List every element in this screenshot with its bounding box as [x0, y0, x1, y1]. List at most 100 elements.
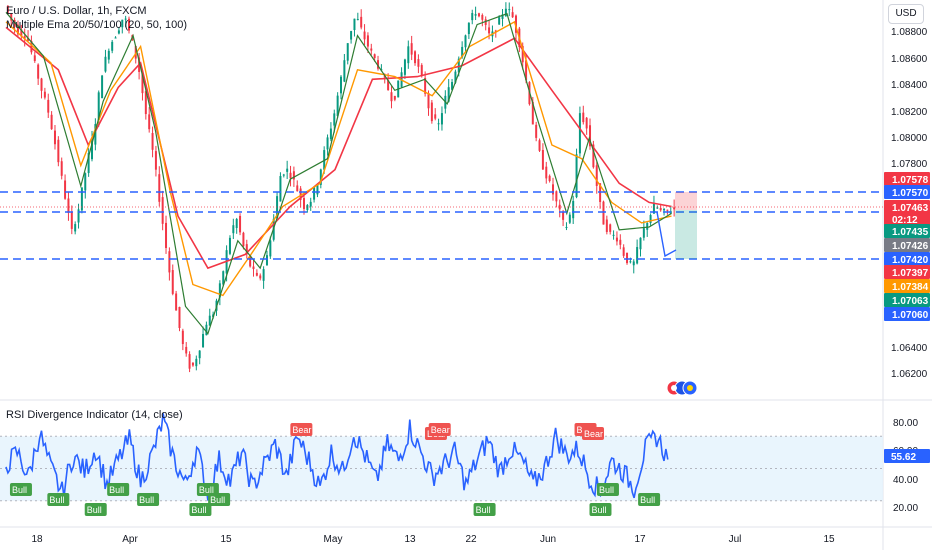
candle-body [232, 225, 235, 234]
rsi-tick-label: 80.00 [893, 418, 918, 429]
price-label-text: 1.07060 [892, 310, 929, 321]
candle-body [636, 247, 639, 264]
candle-body [632, 261, 635, 266]
candle-body [501, 14, 504, 19]
rsi-current-badge [884, 449, 930, 463]
price-tick-label: 1.06400 [891, 343, 928, 354]
bull-label-text: Bull [109, 485, 124, 495]
candle-body [286, 168, 289, 172]
candle-body [77, 209, 80, 223]
rsi-legend[interactable]: RSI Divergence Indicator (14, close) [6, 409, 187, 421]
candle-body [154, 151, 157, 170]
candle-body [50, 114, 53, 130]
candle-body [53, 130, 56, 145]
candle-body [148, 114, 151, 130]
candle-body [276, 196, 279, 219]
rsi-tick-label: 40.00 [893, 475, 918, 486]
candle-body [161, 197, 164, 224]
candle-body [568, 214, 571, 223]
candle-body [37, 64, 40, 79]
candle-body [498, 17, 501, 25]
candle-body [393, 95, 396, 100]
candle-body [262, 269, 265, 281]
candle-body [134, 45, 137, 59]
bull-label-text: Bull [199, 485, 214, 495]
candle-body [107, 50, 110, 60]
candle-body [289, 172, 292, 179]
candle-body [208, 315, 211, 326]
bull-label-badge [196, 483, 219, 496]
candle-body [242, 232, 245, 247]
take-profit-zone [675, 210, 697, 259]
time-tick-label: 18 [31, 534, 43, 545]
candle-body [292, 171, 295, 180]
candle-body [178, 306, 181, 328]
candle-body [168, 251, 171, 273]
candle-body [403, 59, 406, 75]
price-label-badge [884, 200, 930, 214]
candle-body [363, 31, 366, 40]
price-label-text: 1.07420 [892, 255, 929, 266]
candle-body [43, 91, 46, 98]
candle-body [592, 144, 595, 168]
candle-body [377, 60, 380, 69]
symbol-legend[interactable]: Euro / U.S. Dollar, 1h, FXCM [6, 5, 151, 17]
currency-button[interactable]: USD [888, 4, 924, 24]
price-label-badge [884, 293, 930, 307]
candle-body [198, 350, 201, 359]
candle-body [313, 187, 316, 200]
candle-body [525, 60, 528, 81]
candle-body [269, 240, 272, 257]
candle-body [508, 9, 511, 11]
bull-label-text: Bull [139, 495, 154, 505]
candle-body [575, 154, 578, 198]
bear-label-text: Bear [584, 429, 603, 439]
candle-body [535, 124, 538, 138]
price-label-text: 1.07578 [892, 175, 929, 186]
candle-body [171, 270, 174, 294]
candle-body [16, 24, 19, 35]
event-flags-icon[interactable] [666, 380, 706, 396]
candle-body [481, 15, 484, 20]
bull-label-text: Bull [49, 495, 64, 505]
price-label-badge [884, 238, 930, 252]
price-label-text: 1.07426 [892, 241, 929, 252]
candle-body [366, 35, 369, 47]
candle-body [615, 237, 618, 242]
candle-body [514, 15, 517, 33]
candle-body [255, 272, 258, 276]
candle-body [538, 140, 541, 151]
ema-legend[interactable]: Multiple Ema 20/50/100 (20, 50, 100) [6, 19, 191, 31]
candle-body [353, 18, 356, 31]
candle-body [454, 71, 457, 83]
candle-body [434, 114, 437, 119]
candle-body [20, 29, 23, 37]
candle-body [639, 237, 642, 250]
candle-body [282, 174, 285, 176]
price-tick-label: 1.07800 [891, 159, 928, 170]
ema50-line [5, 20, 672, 297]
candle-body [296, 185, 299, 192]
candle-body [572, 201, 575, 219]
candle-body [117, 30, 120, 34]
candle-body [265, 255, 268, 266]
candle-body [521, 46, 524, 63]
candle-body [235, 219, 238, 229]
candle-body [578, 113, 581, 154]
candle-body [94, 124, 97, 145]
candle-body [642, 228, 645, 238]
candle-body [531, 101, 534, 125]
bull-label-text: Bull [476, 505, 491, 515]
bull-label-badge [47, 493, 70, 506]
time-tick-label: 17 [634, 534, 646, 545]
candle-body [343, 60, 346, 82]
price-label-badge [884, 185, 930, 199]
candle-body [410, 43, 413, 55]
price-tick-label: 1.08200 [891, 107, 928, 118]
candle-body [97, 92, 100, 120]
candle-body [319, 169, 322, 185]
bull-label-badge [208, 493, 231, 506]
candle-body [602, 201, 605, 225]
